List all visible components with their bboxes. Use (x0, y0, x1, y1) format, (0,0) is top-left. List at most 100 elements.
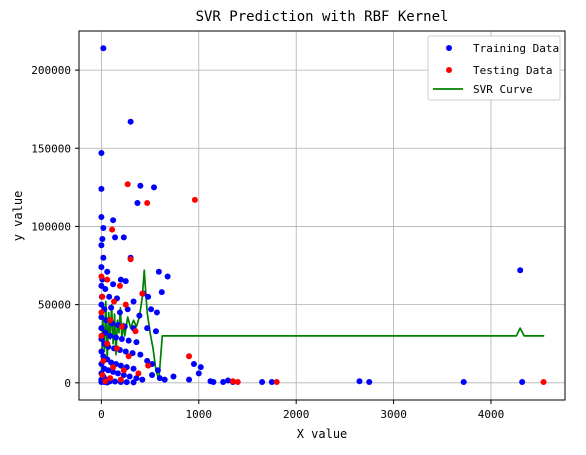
training-point-38 (124, 306, 131, 313)
training-point-83 (139, 376, 146, 383)
y-tick-label-1: 50000 (38, 299, 71, 312)
training-point-85 (156, 375, 163, 382)
training-point-29 (106, 293, 113, 300)
training-point-74 (154, 367, 161, 374)
training-point-47 (144, 325, 151, 332)
training-point-107 (220, 379, 227, 386)
y-tick-label-3: 150000 (31, 142, 71, 155)
training-point-78 (110, 368, 117, 375)
testing-point-9 (99, 293, 106, 300)
training-point-17 (104, 268, 111, 275)
testing-point-14 (118, 323, 125, 330)
y-tick-label-4: 200000 (31, 64, 71, 77)
training-point-3 (98, 185, 105, 192)
training-point-61 (122, 348, 129, 355)
x-tick-label-2: 2000 (283, 408, 310, 421)
testing-point-30 (229, 378, 236, 385)
x-tick-label-1: 1000 (186, 408, 213, 421)
svr-curve-line (100, 269, 545, 381)
training-point-113 (366, 379, 373, 386)
testing-point-29 (186, 353, 193, 360)
legend-curve-label: SVR Curve (473, 83, 533, 96)
training-point-11 (99, 235, 106, 242)
training-point-2 (98, 149, 105, 156)
training-point-16 (98, 264, 105, 271)
training-point-104 (197, 364, 204, 371)
legend-training-marker (446, 45, 452, 51)
training-point-64 (144, 357, 151, 364)
training-point-111 (268, 379, 275, 386)
training-point-86 (161, 376, 168, 383)
training-point-32 (145, 293, 152, 300)
testing-point-13 (107, 317, 114, 324)
training-point-101 (186, 376, 193, 383)
testing-point-31 (234, 379, 241, 386)
training-point-40 (148, 306, 155, 313)
training-point-9 (134, 199, 141, 206)
testing-point-4 (127, 256, 134, 263)
training-point-1 (127, 118, 134, 125)
training-point-77 (105, 367, 112, 374)
testing-point-8 (139, 290, 146, 297)
training-point-25 (122, 278, 129, 285)
training-point-106 (210, 379, 217, 386)
training-point-100 (170, 373, 177, 380)
training-point-52 (113, 334, 120, 341)
y-axis-label: y value (11, 191, 25, 242)
scatter-points-layer (98, 45, 547, 386)
testing-point-18 (113, 345, 120, 352)
training-point-82 (133, 375, 140, 382)
training-point-12 (112, 234, 119, 241)
testing-point-6 (104, 276, 111, 283)
testing-point-28 (102, 378, 109, 385)
training-point-51 (107, 332, 114, 339)
testing-point-16 (98, 332, 105, 339)
x-tick-label-4: 4000 (478, 408, 505, 421)
testing-point-32 (273, 379, 280, 386)
testing-point-15 (132, 328, 139, 335)
testing-point-20 (100, 357, 107, 364)
training-point-23 (102, 285, 109, 292)
training-point-34 (98, 301, 105, 308)
training-point-115 (517, 267, 524, 274)
axis-ticks: 0 1000 2000 3000 4000 0 50000 100000 150000 20000… (31, 64, 504, 421)
training-point-68 (108, 359, 115, 366)
testing-point-23 (135, 370, 142, 377)
training-point-36 (108, 304, 115, 311)
training-point-49 (98, 325, 105, 332)
testing-point-2 (191, 196, 198, 203)
testing-point-26 (117, 376, 124, 383)
training-point-93 (123, 379, 130, 386)
training-point-33 (153, 309, 160, 316)
testing-point-1 (144, 199, 151, 206)
training-point-72 (130, 365, 137, 372)
training-point-10 (98, 242, 105, 249)
x-axis-label: X value (297, 427, 348, 441)
y-tick-label-2: 100000 (31, 220, 71, 233)
training-point-19 (117, 276, 124, 283)
training-point-114 (460, 379, 467, 386)
training-point-5 (150, 184, 157, 191)
training-point-70 (117, 362, 124, 369)
training-point-84 (149, 371, 156, 378)
training-point-6 (98, 214, 105, 221)
training-point-21 (164, 273, 171, 280)
training-point-0 (100, 45, 107, 52)
testing-point-7 (116, 282, 123, 289)
training-point-53 (118, 336, 125, 343)
training-point-94 (130, 379, 137, 386)
training-point-79 (114, 370, 121, 377)
training-point-20 (155, 268, 162, 275)
training-point-108 (225, 377, 232, 384)
training-point-55 (133, 339, 140, 346)
testing-point-24 (99, 371, 106, 378)
testing-point-10 (111, 298, 118, 305)
training-point-103 (195, 370, 202, 377)
testing-point-3 (109, 226, 116, 233)
training-point-91 (112, 378, 119, 385)
training-point-8 (100, 225, 107, 232)
training-point-27 (158, 289, 165, 296)
testing-point-0 (124, 181, 131, 188)
training-point-110 (259, 379, 266, 386)
